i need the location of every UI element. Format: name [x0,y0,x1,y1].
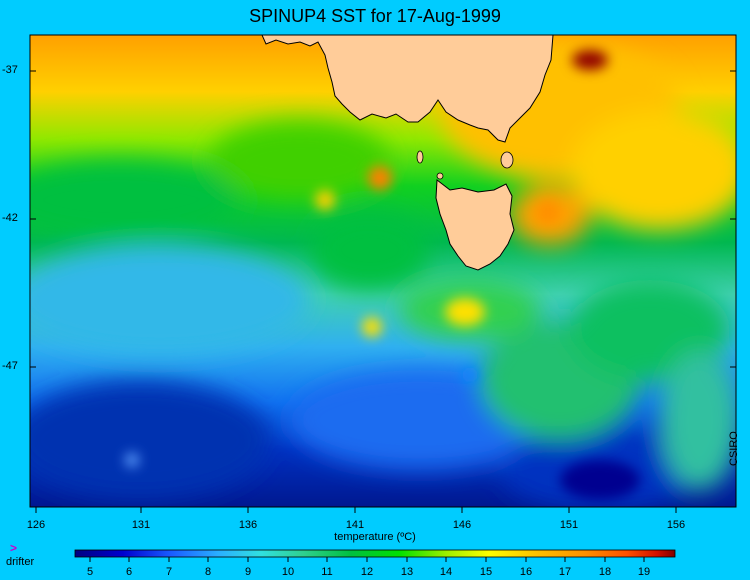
x-ticks [35,507,677,513]
colorbar-ticks [89,557,645,562]
colorbar-tick-label: 12 [360,566,374,578]
map-title: SPINUP4 SST for 17-Aug-1999 [249,6,501,26]
colorbar-tick-label: 18 [598,566,612,578]
y-tick-label: -47 [2,360,18,372]
colorbar-tick-label: 11 [321,566,333,578]
x-tick-label: 136 [238,519,258,531]
colorbar-tick-label: 14 [439,566,453,578]
colorbar-label: temperature (ºC) [334,531,416,543]
y-ticks [30,70,736,368]
x-tick-label: 151 [559,519,579,531]
colorbar [74,549,676,558]
y-tick-label: -37 [2,64,18,76]
colorbar-tick-label: 13 [400,566,414,578]
x-tick-label: 126 [26,519,46,531]
colorbar-tick-label: 10 [281,566,295,578]
credit-label: CSIRO [728,431,740,466]
x-tick-label: 131 [131,519,151,531]
mainland-australia [261,35,554,143]
flinders-island [500,151,514,169]
sst-field [30,35,736,507]
tasmania [435,179,515,271]
king-island [416,150,424,164]
colorbar-tick-label: 19 [637,566,651,578]
colorbar-tick-label: 8 [204,566,212,578]
islet [436,172,444,180]
colorbar-tick-label: 5 [86,566,94,578]
colorbar-tick-label: 7 [165,566,173,578]
colorbar-tick-label: 16 [519,566,533,578]
y-tick-label: -42 [2,212,18,224]
x-tick-label: 156 [666,519,686,531]
colorbar-tick-label: 15 [479,566,493,578]
x-tick-label: 146 [452,519,472,531]
drifter-legend-label: drifter [6,556,35,568]
colorbar-tick-label: 9 [244,566,252,578]
colorbar-tick-label: 6 [125,566,133,578]
colorbar-tick-label: 17 [558,566,572,578]
map-frame [29,34,737,508]
x-tick-label: 141 [345,519,365,531]
drifter-arrow-icon: > [10,541,18,555]
